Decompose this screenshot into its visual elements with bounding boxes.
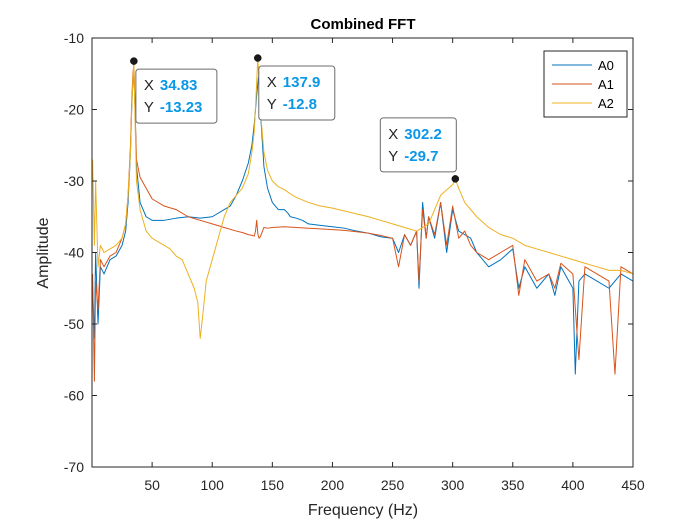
x-tick-label-7: 400 [561, 477, 585, 493]
legend-label-a1: A1 [598, 77, 614, 92]
datatip-marker-1 [254, 54, 262, 62]
y-axis-label: Amplitude [35, 217, 52, 288]
datatip-x-value-0: 34.83 [160, 77, 198, 94]
x-tick-label-2: 150 [261, 477, 285, 493]
series-line-a2 [92, 57, 634, 339]
datatip-0[interactable]: X 34.83 Y -13.23 [130, 57, 218, 124]
series-layer [92, 57, 634, 382]
y-tick-label-2: -50 [64, 316, 84, 332]
legend-label-a2: A2 [598, 96, 614, 111]
datatip-1[interactable]: X 137.9 Y -12.8 [254, 54, 336, 121]
x-tick-label-1: 100 [201, 477, 225, 493]
y-tick-label-6: -10 [64, 30, 84, 46]
datatip-y-key-0: Y [144, 99, 154, 116]
datatip-box-1 [258, 65, 336, 121]
y-tick-label-3: -40 [64, 245, 84, 261]
y-tick-label-1: -60 [64, 388, 84, 404]
datatip-2[interactable]: X 302.2 Y -29.7 [379, 117, 460, 183]
x-tick-label-5: 300 [441, 477, 465, 493]
x-tick-label-0: 50 [144, 477, 160, 493]
datatip-box-0 [135, 68, 218, 124]
datatip-x-key-1: X [267, 74, 277, 91]
y-tick-label-4: -30 [64, 173, 84, 189]
legend-label-a0: A0 [598, 58, 614, 73]
datatip-marker-0 [130, 57, 138, 65]
chart-title: Combined FFT [311, 16, 416, 33]
ticks-layer: 50 100 150 200 250 300 350 400 450 -70 -60 -50 -40 -3… [64, 30, 645, 493]
x-tick-label-3: 200 [321, 477, 345, 493]
datatip-marker-2 [451, 175, 460, 183]
x-tick-label-4: 250 [381, 477, 405, 493]
datatip-y-value-1: -12.8 [283, 96, 317, 113]
datatip-box-2 [379, 117, 457, 173]
datatip-x-key-2: X [388, 126, 398, 143]
datatip-x-value-1: 137.9 [283, 74, 321, 91]
x-axis-label: Frequency (Hz) [308, 502, 418, 519]
x-tick-label-8: 450 [621, 477, 645, 493]
datatip-y-key-1: Y [267, 96, 277, 113]
datatip-y-value-0: -13.23 [160, 99, 203, 116]
legend[interactable]: A0 A1 A2 [543, 50, 628, 118]
datatip-x-value-2: 302.2 [404, 126, 442, 143]
datatips-layer: X 34.83 Y -13.23 X 137.9 Y -12.8 X 302.2 Y -29.7 [130, 54, 460, 183]
datatip-x-key-0: X [144, 77, 154, 94]
y-tick-label-0: -70 [64, 459, 84, 475]
x-tick-label-6: 350 [501, 477, 525, 493]
y-tick-label-5: -20 [64, 102, 84, 118]
datatip-y-key-2: Y [388, 148, 398, 165]
datatip-y-value-2: -29.7 [404, 148, 438, 165]
